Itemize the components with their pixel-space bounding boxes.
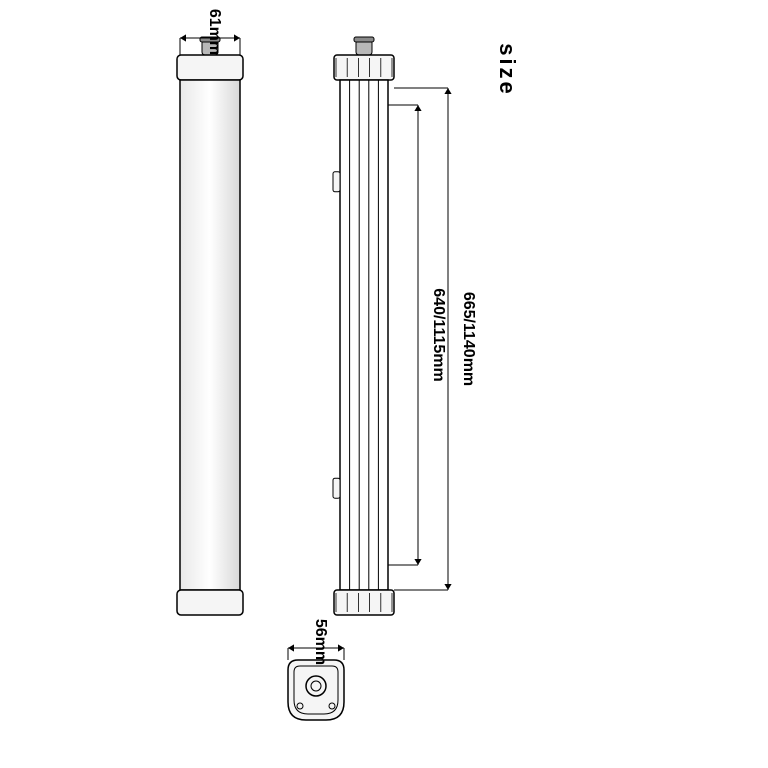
dim-length-inner-label: 640/1115mm — [430, 288, 447, 381]
end-view — [288, 660, 344, 720]
side-view — [177, 37, 243, 615]
front-view — [333, 37, 394, 615]
dim-endcap-width-label: 56mm — [312, 619, 329, 665]
dim-width-label: 61mm — [206, 9, 223, 55]
dim-length-inner — [388, 105, 418, 565]
dim-length-outer-label: 665/1140mm — [460, 292, 477, 386]
title: size — [495, 43, 520, 97]
